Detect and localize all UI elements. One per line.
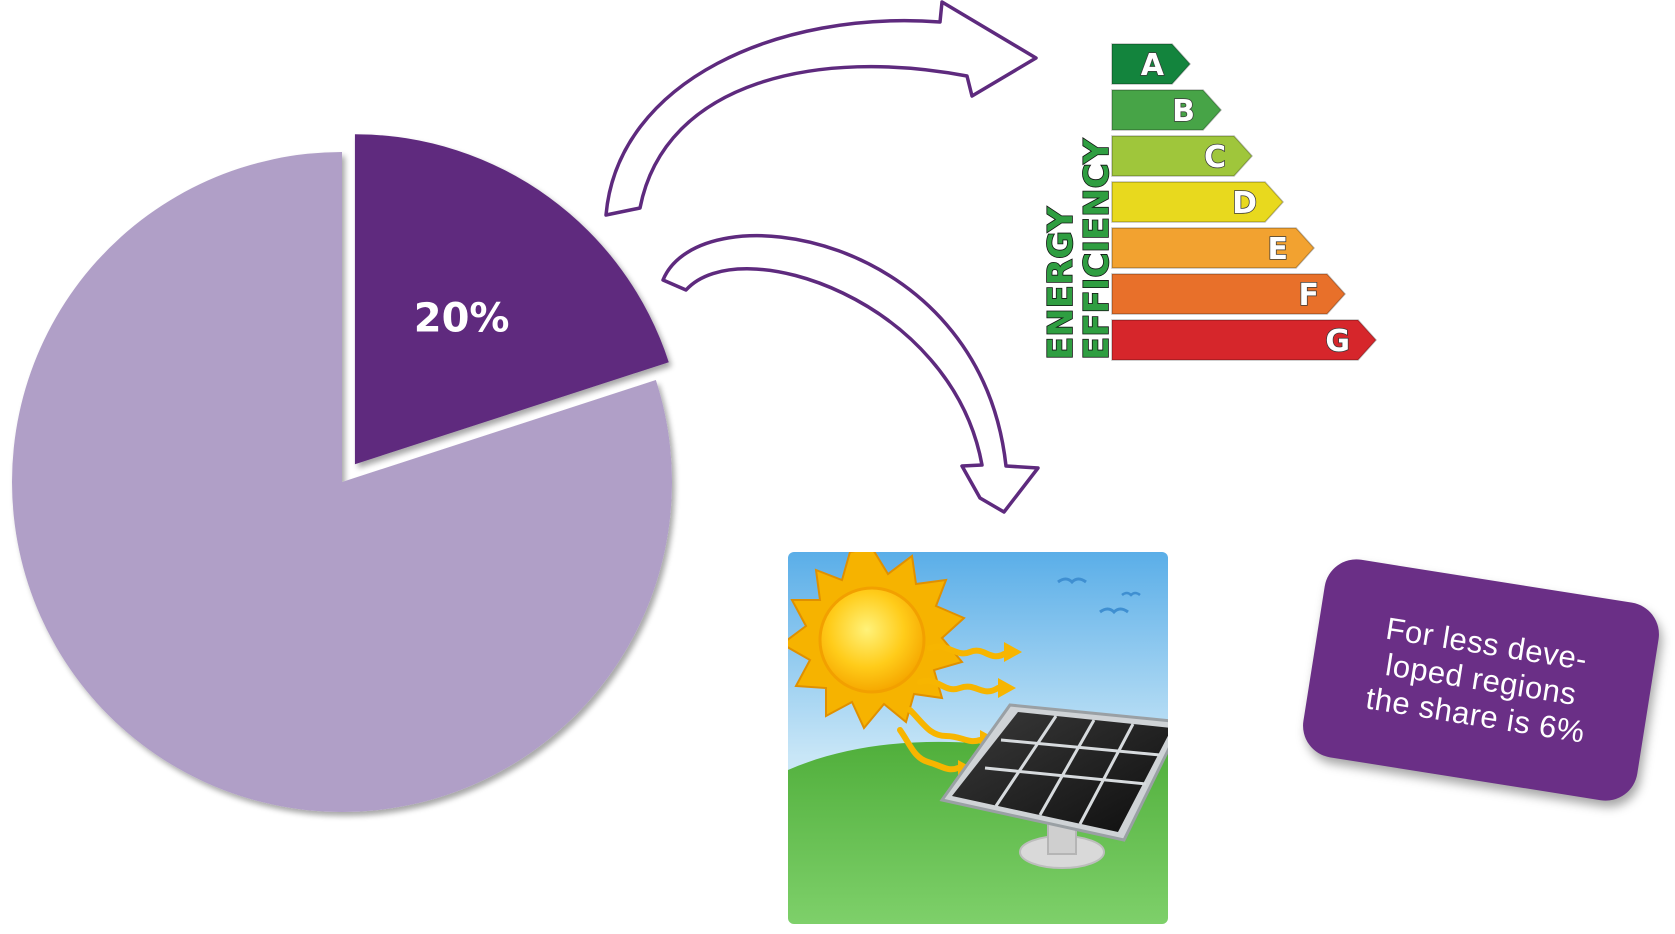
grade-letter-b: B: [1172, 94, 1195, 129]
efficiency-word: EFFICIENCY: [1077, 138, 1117, 360]
pie-slice-label-0: 20%: [414, 295, 510, 341]
sun-and-solar-panel-icon: [788, 552, 1168, 924]
grade-bar-d: [1111, 181, 1285, 223]
grade-bar-e: [1111, 227, 1316, 269]
arrow-to-solar-panel: [661, 233, 1040, 514]
grade-bar-g: [1111, 319, 1378, 361]
grade-letter-a: A: [1141, 48, 1165, 83]
pie-slice-1: [11, 152, 673, 813]
grade-letter-e: E: [1268, 232, 1289, 267]
grade-letter-g: G: [1325, 324, 1350, 359]
pie-chart: 20%: [11, 134, 673, 813]
grade-bar-a: [1111, 43, 1192, 85]
grade-letter-d: D: [1232, 186, 1257, 221]
grade-bar-f: [1111, 273, 1347, 315]
pie-slice-0: [354, 134, 669, 465]
grade-bar-b: [1111, 89, 1223, 131]
energy-word: ENERGY: [1041, 207, 1081, 360]
note-text: For less deve- loped regions the share i…: [1363, 610, 1590, 750]
grade-bar-c: [1111, 135, 1254, 177]
arrow-to-energy-efficiency: [604, 0, 1038, 217]
grade-letter-f: F: [1299, 278, 1320, 313]
grade-letter-c: C: [1204, 140, 1226, 175]
